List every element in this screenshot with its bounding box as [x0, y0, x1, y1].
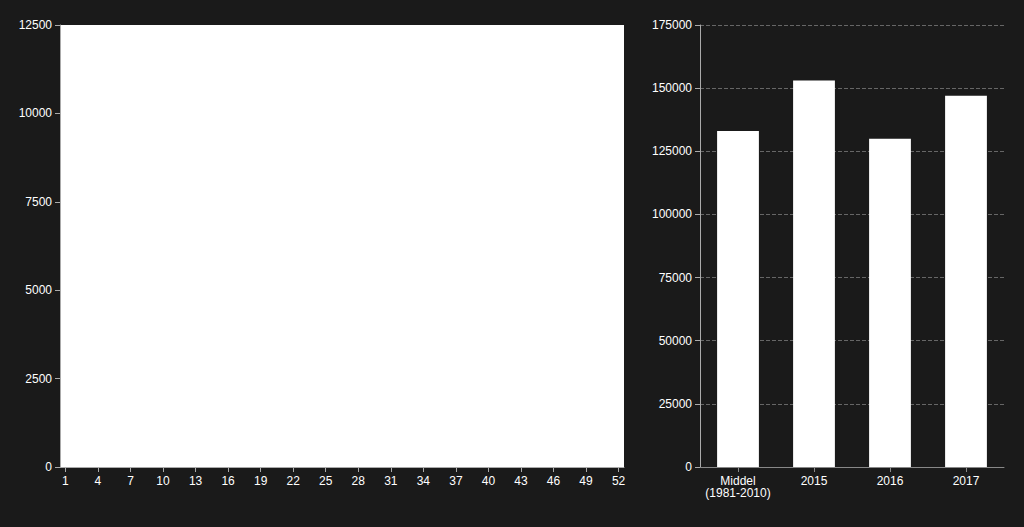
svg-text:2015: 2015 — [801, 474, 828, 488]
svg-text:2017: 2017 — [953, 474, 980, 488]
svg-text:7: 7 — [127, 474, 134, 488]
svg-text:7500: 7500 — [25, 195, 52, 209]
svg-text:25: 25 — [319, 474, 333, 488]
svg-text:28: 28 — [352, 474, 366, 488]
svg-text:1: 1 — [62, 474, 69, 488]
svg-text:5000: 5000 — [25, 283, 52, 297]
svg-text:10000: 10000 — [19, 106, 53, 120]
svg-text:10: 10 — [156, 474, 170, 488]
svg-text:52: 52 — [612, 474, 626, 488]
svg-text:150000: 150000 — [652, 81, 692, 95]
svg-text:25000: 25000 — [659, 397, 693, 411]
svg-text:0: 0 — [45, 460, 52, 474]
svg-text:22: 22 — [287, 474, 301, 488]
svg-text:13: 13 — [189, 474, 203, 488]
svg-text:34: 34 — [417, 474, 431, 488]
svg-text:0: 0 — [685, 460, 692, 474]
svg-text:125000: 125000 — [652, 144, 692, 158]
svg-text:50000: 50000 — [659, 334, 693, 348]
svg-text:43: 43 — [514, 474, 528, 488]
svg-text:2016: 2016 — [877, 474, 904, 488]
svg-text:Middel: Middel — [720, 474, 756, 488]
svg-text:75000: 75000 — [659, 271, 693, 285]
svg-text:2500: 2500 — [25, 372, 52, 386]
svg-text:46: 46 — [547, 474, 561, 488]
svg-text:49: 49 — [579, 474, 593, 488]
svg-text:37: 37 — [449, 474, 463, 488]
svg-text:31: 31 — [384, 474, 398, 488]
svg-text:12500: 12500 — [19, 18, 53, 32]
svg-text:19: 19 — [254, 474, 268, 488]
svg-text:175000: 175000 — [652, 18, 692, 32]
svg-text:40: 40 — [482, 474, 496, 488]
svg-text:(1981-2010): (1981-2010) — [705, 486, 770, 500]
svg-text:4: 4 — [95, 474, 102, 488]
svg-text:16: 16 — [221, 474, 235, 488]
svg-text:100000: 100000 — [652, 207, 692, 221]
